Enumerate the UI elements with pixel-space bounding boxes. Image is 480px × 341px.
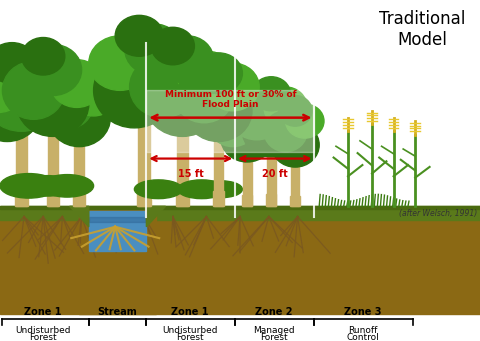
Bar xyxy=(16,104,27,206)
Bar xyxy=(74,111,84,206)
Ellipse shape xyxy=(175,72,233,123)
Ellipse shape xyxy=(130,56,197,118)
Bar xyxy=(243,131,252,206)
Bar xyxy=(0,206,480,209)
Ellipse shape xyxy=(0,43,36,84)
Text: Zone 1: Zone 1 xyxy=(171,307,208,317)
Bar xyxy=(48,97,58,206)
Ellipse shape xyxy=(286,104,324,138)
Text: (after Welsch, 1991): (after Welsch, 1991) xyxy=(399,209,478,218)
Ellipse shape xyxy=(185,80,252,142)
Ellipse shape xyxy=(230,95,283,140)
Ellipse shape xyxy=(271,123,319,167)
Ellipse shape xyxy=(144,65,221,136)
Bar xyxy=(89,217,146,222)
Ellipse shape xyxy=(278,95,312,126)
Bar xyxy=(0,220,480,314)
Bar xyxy=(242,195,252,206)
Bar xyxy=(138,84,150,206)
Ellipse shape xyxy=(252,77,290,111)
Bar xyxy=(47,190,59,206)
Ellipse shape xyxy=(264,87,307,128)
Ellipse shape xyxy=(24,176,72,196)
Ellipse shape xyxy=(58,61,101,99)
Text: Forest: Forest xyxy=(29,333,57,341)
Ellipse shape xyxy=(70,72,118,116)
Text: Managed: Managed xyxy=(253,326,294,335)
Ellipse shape xyxy=(24,44,82,95)
Ellipse shape xyxy=(206,63,259,111)
Bar xyxy=(89,211,146,251)
Text: 15 ft: 15 ft xyxy=(178,169,204,179)
Ellipse shape xyxy=(264,111,307,152)
Ellipse shape xyxy=(115,15,163,56)
Ellipse shape xyxy=(178,51,235,102)
Polygon shape xyxy=(70,206,89,227)
Ellipse shape xyxy=(48,89,110,147)
Text: Undisturbed: Undisturbed xyxy=(15,326,71,335)
Ellipse shape xyxy=(2,61,65,119)
Polygon shape xyxy=(146,206,166,227)
Ellipse shape xyxy=(134,180,182,198)
Text: Zone 2: Zone 2 xyxy=(255,307,292,317)
Ellipse shape xyxy=(17,55,65,99)
Bar xyxy=(267,124,276,206)
Text: Zone 3: Zone 3 xyxy=(344,307,381,317)
Text: Control: Control xyxy=(346,333,379,341)
Ellipse shape xyxy=(194,53,242,94)
Ellipse shape xyxy=(22,38,65,75)
Bar xyxy=(73,192,85,206)
Ellipse shape xyxy=(94,53,175,128)
Bar xyxy=(290,196,300,206)
Bar xyxy=(15,191,28,206)
Text: 20 ft: 20 ft xyxy=(262,169,288,179)
Bar xyxy=(176,190,189,206)
Text: Zone 1: Zone 1 xyxy=(24,307,62,317)
Bar xyxy=(291,138,299,206)
Bar xyxy=(177,94,188,206)
Ellipse shape xyxy=(36,78,94,130)
Text: Forest: Forest xyxy=(176,333,204,341)
Text: Forest: Forest xyxy=(260,333,288,341)
Ellipse shape xyxy=(125,24,182,75)
Ellipse shape xyxy=(41,175,94,197)
Ellipse shape xyxy=(228,84,266,118)
Ellipse shape xyxy=(0,80,41,142)
Bar xyxy=(146,90,314,152)
Ellipse shape xyxy=(0,63,60,131)
Ellipse shape xyxy=(0,61,26,113)
Bar xyxy=(213,191,224,206)
Ellipse shape xyxy=(221,114,274,162)
Ellipse shape xyxy=(89,36,151,90)
Ellipse shape xyxy=(242,106,300,157)
Text: Traditional
Model: Traditional Model xyxy=(379,10,466,49)
Bar xyxy=(0,0,480,220)
Ellipse shape xyxy=(161,36,214,84)
Bar xyxy=(137,188,151,206)
Ellipse shape xyxy=(127,43,199,111)
Bar xyxy=(214,104,223,206)
Ellipse shape xyxy=(17,72,89,136)
Text: Runoff: Runoff xyxy=(348,326,377,335)
Ellipse shape xyxy=(178,180,226,198)
Ellipse shape xyxy=(50,60,103,107)
Ellipse shape xyxy=(235,95,278,133)
Bar xyxy=(0,206,480,220)
Text: Undisturbed: Undisturbed xyxy=(162,326,217,335)
Ellipse shape xyxy=(209,102,257,147)
Ellipse shape xyxy=(151,27,194,65)
Text: Stream: Stream xyxy=(98,307,137,317)
Bar xyxy=(266,194,276,206)
Ellipse shape xyxy=(0,174,58,198)
Ellipse shape xyxy=(199,181,242,198)
Text: Minimum 100 ft or 30% of
Flood Plain: Minimum 100 ft or 30% of Flood Plain xyxy=(165,90,296,109)
Bar xyxy=(79,210,156,314)
